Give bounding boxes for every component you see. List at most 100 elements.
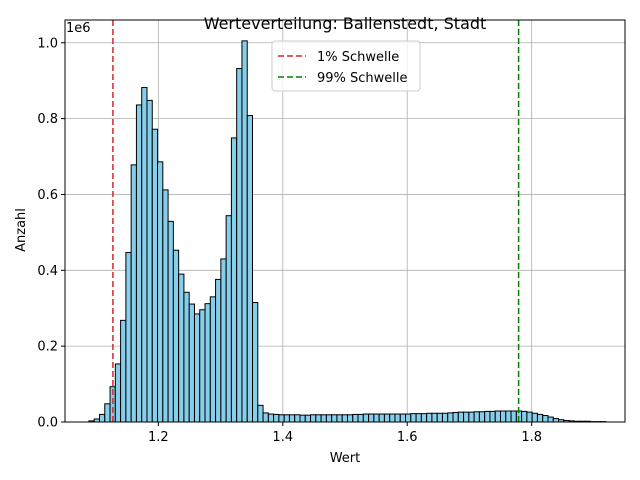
- histogram-bar: [420, 413, 428, 423]
- histogram-bar: [341, 414, 348, 423]
- histogram-bar: [505, 410, 512, 423]
- histogram-bar: [447, 412, 454, 423]
- histogram-bar: [547, 416, 554, 423]
- histogram-bar: [441, 412, 449, 423]
- histogram-bar: [225, 215, 232, 423]
- histogram-bar: [473, 411, 480, 423]
- histogram-bar: [325, 414, 333, 423]
- histogram-bar: [510, 410, 517, 423]
- histogram-bar: [157, 161, 164, 423]
- y-tick-label: 0.8: [37, 112, 58, 127]
- histogram-bar: [336, 414, 343, 423]
- histogram-bar: [151, 128, 159, 423]
- histogram-bar: [331, 414, 338, 423]
- x-tick-label: 1.6: [397, 430, 418, 445]
- histogram-bar: [463, 411, 470, 423]
- histogram-bar: [199, 309, 206, 423]
- histogram-bar: [193, 313, 201, 423]
- x-tick-label: 1.2: [148, 430, 169, 445]
- histogram-bar: [405, 413, 412, 423]
- histogram-bar: [542, 415, 549, 423]
- histogram-bar: [215, 278, 222, 423]
- histogram-bar: [346, 414, 354, 423]
- histogram-bar: [531, 412, 538, 423]
- histogram-bar: [431, 412, 438, 423]
- histogram-bar: [162, 189, 169, 423]
- histogram-bar: [315, 414, 322, 423]
- histogram-bar: [135, 104, 143, 423]
- x-tick-label: 1.8: [521, 430, 542, 445]
- histogram-bar: [394, 413, 401, 423]
- histogram-bar: [399, 413, 407, 423]
- y-axis-label: Anzahl: [14, 208, 29, 252]
- histogram-bar: [220, 258, 227, 423]
- histogram-bar: [167, 220, 174, 423]
- histogram-bar: [494, 410, 502, 423]
- histogram-bar: [552, 418, 560, 423]
- histogram-bar: [357, 413, 364, 423]
- histogram-bar: [120, 319, 127, 423]
- histogram-bar: [373, 413, 380, 423]
- legend-label: 99% Schwelle: [317, 71, 408, 86]
- legend: 1% Schwelle 99% Schwelle: [271, 40, 421, 92]
- histogram-bar: [230, 137, 238, 423]
- histogram-bar: [426, 412, 433, 423]
- y-tick-label: 0.6: [37, 188, 58, 203]
- histogram-bar: [104, 403, 111, 423]
- histogram-bar: [267, 413, 275, 423]
- y-tick-label: 1.0: [37, 36, 58, 51]
- histogram-bar: [436, 412, 443, 423]
- histogram-bar: [410, 413, 417, 423]
- histogram-bar: [209, 296, 217, 423]
- histogram-bar: [484, 410, 491, 423]
- histogram-bar: [178, 273, 185, 423]
- y-scale-multiplier: 1e6: [66, 21, 91, 36]
- histogram-bar: [304, 414, 312, 423]
- legend-box: [271, 40, 421, 92]
- histogram-bar: [521, 410, 528, 423]
- legend-label: 1% Schwelle: [317, 50, 399, 65]
- histogram-bar: [273, 413, 280, 423]
- histogram-bar: [378, 413, 385, 423]
- histogram-bar: [262, 412, 269, 423]
- x-axis-ticks: 1.2 1.4 1.6 1.8: [148, 422, 542, 445]
- histogram-bar: [241, 40, 248, 423]
- histogram-bar: [141, 87, 148, 423]
- histogram-bar: [98, 413, 106, 423]
- histogram-bar: [236, 68, 243, 423]
- histogram-bar: [294, 414, 301, 423]
- histogram-bar: [526, 411, 533, 423]
- y-tick-label: 0.2: [37, 340, 58, 355]
- histogram-bar: [299, 414, 306, 423]
- histogram-bar: [283, 414, 290, 423]
- y-tick-label: 0.0: [37, 416, 58, 431]
- histogram-bar: [478, 411, 486, 423]
- histogram-bar: [489, 410, 496, 423]
- histogram-bar: [352, 413, 359, 423]
- histogram-bar: [114, 363, 122, 423]
- histogram-bar: [246, 115, 254, 423]
- histogram-bar: [278, 414, 285, 423]
- plot-frame: [64, 19, 626, 423]
- histogram-bar: [500, 410, 507, 423]
- histogram-bar: [383, 413, 391, 423]
- threshold-lines: [112, 20, 520, 422]
- histogram-bar: [415, 413, 422, 423]
- histogram-bar: [457, 411, 465, 423]
- histogram-bar: [288, 414, 296, 423]
- x-tick-label: 1.4: [272, 430, 293, 445]
- chart-title: Werteverteilung: Ballenstedt, Stadt: [204, 14, 487, 33]
- histogram-bar: [188, 303, 195, 423]
- histogram-bar: [146, 99, 153, 423]
- histogram-bar: [362, 413, 370, 423]
- histogram-bar: [130, 164, 137, 423]
- histogram-bar: [310, 414, 317, 423]
- histogram-bar: [257, 404, 264, 423]
- histogram-bar: [468, 411, 475, 423]
- histogram-bar: [452, 412, 459, 423]
- histogram-bar: [252, 302, 259, 423]
- histogram-bar: [320, 414, 327, 423]
- y-axis-ticks: 0.0 0.2 0.4 0.6 0.8 1.0: [37, 36, 65, 431]
- histogram-bar: [204, 303, 211, 423]
